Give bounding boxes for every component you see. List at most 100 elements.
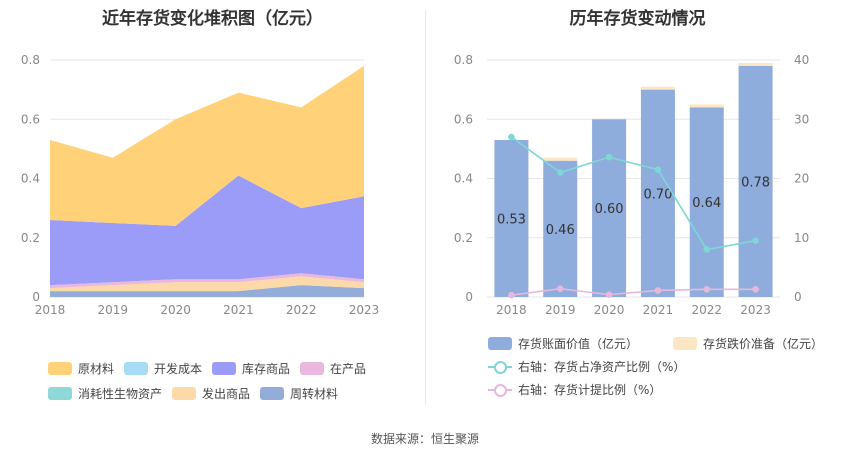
- panel-divider: [425, 10, 426, 405]
- left-chart-panel: 近年存货变化堆积图（亿元） 0 0.2 0.4 0.6 0.8 2018 2019 2020 2…: [0, 0, 425, 420]
- area-series-wip: [50, 273, 364, 289]
- y-tick-label: 0.2: [454, 231, 473, 245]
- legend-item-dev_cost[interactable]: 开发成本: [124, 360, 202, 377]
- bar-value: [543, 160, 578, 297]
- right-chart-title: 历年存货变动情况: [569, 9, 706, 29]
- area-series-shipped_goods: [50, 276, 364, 292]
- data-source-note: 数据来源：恒生聚源: [370, 432, 479, 446]
- line-point: [605, 153, 613, 161]
- y-tick-label: 0.4: [454, 172, 473, 186]
- stacked-area-chart: 0 0.2 0.4 0.6 0.8 2018 2019 2020 2021 2022 2023: [21, 53, 380, 317]
- legend-item-line_provision[interactable]: 右轴：存货计提比例（%）: [488, 381, 661, 398]
- x-tick-label: 2018: [35, 303, 66, 317]
- line-point: [752, 285, 759, 293]
- legend-label: 存货跌价准备（亿元）: [703, 337, 824, 351]
- legend-item-raw_materials[interactable]: 原材料: [48, 360, 114, 377]
- y-tick-label: 0: [465, 290, 473, 304]
- x-tick-label: 2019: [545, 303, 576, 317]
- right-chart-panel: 历年存货变动情况 0 0.2 0.4 0.6 0.8 0 10 20 30 40 2018 2019 2…: [425, 0, 850, 420]
- legend-label: 消耗性生物资产: [78, 387, 163, 401]
- line-point: [703, 246, 711, 253]
- bar-value: [640, 89, 675, 297]
- legend-item-turnover_materials[interactable]: 周转材料: [260, 385, 338, 402]
- legend-label: 右轴：存货计提比例（%）: [518, 383, 662, 397]
- line-point: [508, 291, 515, 299]
- y-tick-label: 0.2: [21, 231, 40, 245]
- line-point: [508, 133, 515, 141]
- legend-swatch: [488, 360, 512, 374]
- x-tick-label: 2023: [349, 303, 380, 317]
- y2-tick-label: 20: [794, 172, 809, 186]
- x-tick-label: 2022: [691, 303, 722, 317]
- bar-reserve: [689, 104, 724, 108]
- bar-data-label: 0.53: [497, 212, 526, 227]
- bar-reserve: [738, 62, 773, 66]
- legend-item-bar_value[interactable]: 存货账面价值（亿元）: [488, 335, 638, 352]
- legend-item-bar_reserve[interactable]: 存货跌价准备（亿元）: [673, 335, 823, 352]
- line-point: [556, 169, 564, 176]
- x-tick-label: 2020: [594, 303, 625, 317]
- x-tick-label: 2018: [496, 303, 527, 317]
- y2-tick-label: 10: [794, 231, 809, 245]
- area-series-raw_materials: [50, 65, 364, 226]
- legend-swatch: [673, 337, 697, 350]
- legend-label: 原材料: [78, 362, 115, 376]
- line-series-line_ratio: [510, 136, 756, 251]
- line-point: [703, 285, 711, 293]
- bar-value: [738, 65, 773, 297]
- y-tick-label: 0.6: [21, 112, 40, 126]
- legend-label: 开发成本: [154, 362, 203, 376]
- bar-reserve: [543, 157, 578, 161]
- legend-swatch: [212, 362, 236, 375]
- legend-swatch: [172, 387, 196, 400]
- x-tick-label: 2023: [740, 303, 771, 317]
- x-tick-label: 2022: [286, 303, 317, 317]
- y-tick-label: 0.8: [454, 53, 473, 67]
- legend-item-inventory_goods[interactable]: 库存商品: [212, 360, 290, 377]
- left-chart-legend: 原材料 开发成本 库存商品 在产品消耗性生物资产 发出商品 周转材料: [0, 0, 425, 420]
- y2-tick-label: 30: [794, 112, 809, 126]
- bar-value: [689, 107, 724, 298]
- right-chart-legend: 存货账面价值（亿元） 存货跌价准备（亿元） 右轴：存货占净资产比例（%） 右轴：存货计…: [425, 0, 850, 420]
- legend-label: 库存商品: [242, 362, 291, 376]
- y2-tick-label: 0: [794, 290, 802, 304]
- legend-item-wip[interactable]: 在产品: [300, 360, 366, 377]
- legend-item-line_ratio[interactable]: 右轴：存货占净资产比例（%）: [488, 358, 685, 375]
- x-tick-label: 2019: [98, 303, 129, 317]
- legend-label: 右轴：存货占净资产比例（%）: [518, 360, 686, 374]
- legend-label: 周转材料: [290, 387, 339, 401]
- bar-data-label: 0.78: [741, 175, 770, 190]
- line-series-line_provision: [511, 287, 756, 297]
- legend-swatch: [260, 387, 284, 400]
- legend-swatch: [488, 383, 512, 397]
- legend-label: 存货账面价值（亿元）: [518, 337, 639, 351]
- y-tick-label: 0: [32, 290, 40, 304]
- bar-data-label: 0.64: [692, 196, 721, 211]
- bar-line-combo-chart: 0 0.2 0.4 0.6 0.8 0 10 20 30 40 2018 2019 2020 2021 20…: [454, 53, 809, 317]
- legend-item-shipped_goods[interactable]: 发出商品: [172, 385, 250, 402]
- line-point: [556, 285, 564, 293]
- legend-label: 发出商品: [202, 387, 251, 401]
- left-chart-title: 近年存货变化堆积图（亿元）: [102, 9, 323, 29]
- x-tick-label: 2021: [643, 303, 674, 317]
- legend-swatch: [48, 387, 72, 400]
- legend-swatch: [48, 362, 72, 375]
- legend-item-consumable_bio[interactable]: 消耗性生物资产: [48, 385, 162, 402]
- legend-swatch: [300, 362, 324, 375]
- y-tick-label: 0.6: [454, 112, 473, 126]
- bar-value: [592, 119, 627, 297]
- y-tick-label: 0.8: [21, 53, 40, 67]
- bar-value: [494, 139, 529, 297]
- y2-tick-label: 40: [794, 53, 809, 67]
- line-point: [752, 237, 759, 245]
- bar-data-label: 0.70: [643, 187, 672, 202]
- legend-swatch: [488, 337, 512, 350]
- line-point: [654, 287, 662, 294]
- x-tick-label: 2020: [160, 303, 191, 317]
- area-series-inventory_goods: [50, 175, 364, 286]
- bar-data-label: 0.60: [595, 202, 624, 217]
- bar-data-label: 0.46: [546, 223, 575, 238]
- legend-label: 在产品: [330, 362, 367, 376]
- x-tick-label: 2021: [223, 303, 254, 317]
- legend-swatch: [124, 362, 148, 375]
